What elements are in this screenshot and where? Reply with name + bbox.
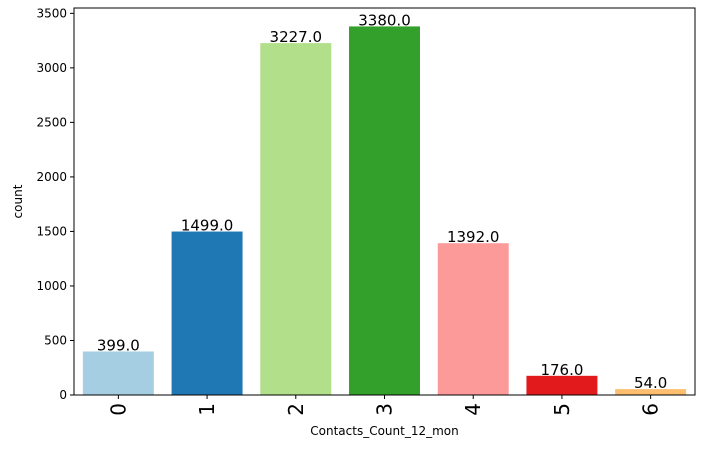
bar-1	[171, 231, 243, 395]
data-label-4: 1392.0	[447, 228, 500, 246]
y-tick-label: 3000	[36, 61, 67, 75]
bar-3	[349, 26, 420, 396]
data-label-1: 1499.0	[181, 217, 234, 235]
data-label-3: 3380.0	[358, 11, 411, 29]
x-tick-label: 0	[106, 403, 130, 416]
x-tick-label: 1	[195, 403, 219, 416]
data-label-2: 3227.0	[270, 28, 323, 46]
bars-group	[82, 26, 687, 396]
y-tick-label: 3500	[36, 6, 67, 20]
bar-2	[260, 43, 332, 395]
x-tick-label: 5	[550, 403, 574, 416]
bar-6	[615, 389, 687, 395]
y-tick-label: 500	[44, 333, 67, 347]
y-tick-label: 0	[59, 388, 67, 402]
data-label-0: 399.0	[97, 336, 140, 354]
y-axis: 0 500 1000 1500 2000 2500 3000 3500	[36, 6, 74, 402]
data-label-5: 176.0	[540, 361, 583, 379]
y-axis-label: count	[11, 184, 25, 218]
y-tick-label: 2000	[36, 170, 67, 184]
data-labels-group: 399.0 1499.0 3227.0 3380.0 1392.0 176.0 54.0	[97, 11, 667, 392]
y-tick-label: 1000	[36, 279, 67, 293]
x-tick-label: 4	[461, 403, 485, 416]
x-tick-label: 3	[373, 403, 397, 416]
x-axis: 0 1 2 3 4 5 6	[106, 395, 663, 416]
x-tick-label: 2	[284, 403, 308, 416]
bar-5	[526, 375, 598, 395]
bar-4	[437, 243, 509, 395]
bar-0	[82, 351, 154, 395]
y-tick-label: 1500	[36, 224, 67, 238]
x-tick-label: 6	[639, 403, 663, 416]
data-label-6: 54.0	[634, 374, 667, 392]
y-tick-label: 2500	[36, 115, 67, 129]
x-axis-label: Contacts_Count_12_mon	[310, 424, 458, 438]
